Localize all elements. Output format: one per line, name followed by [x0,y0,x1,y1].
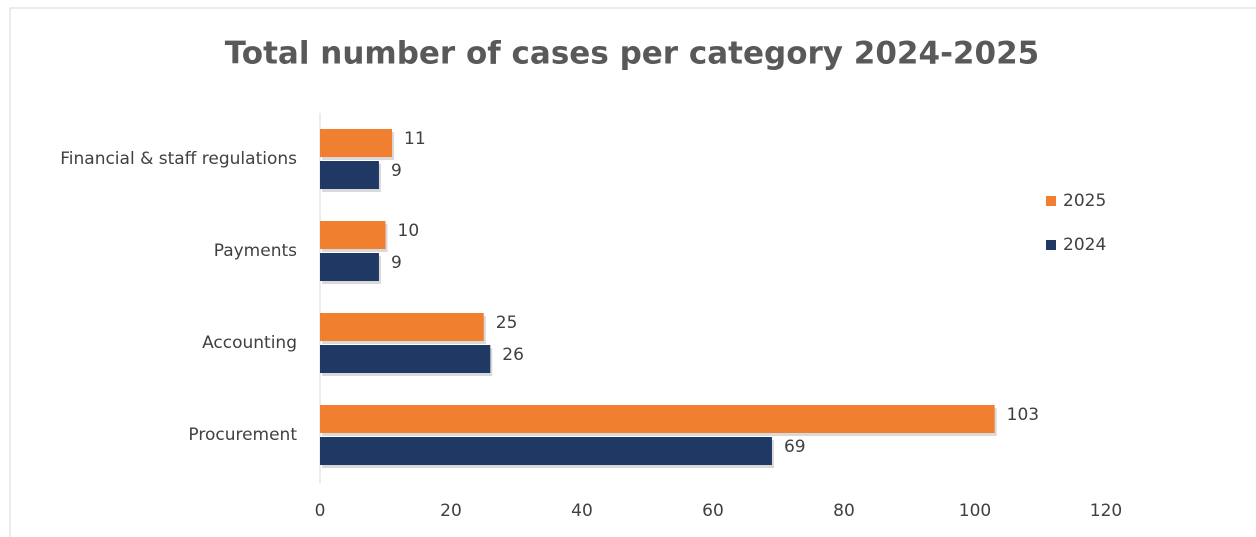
bar [320,345,491,373]
bar [320,405,995,433]
legend-label: 2024 [1063,235,1106,255]
data-label: 9 [391,253,402,273]
data-label: 11 [404,129,426,149]
x-tick-label: 0 [315,501,326,521]
y-tick-label: Payments [214,241,297,261]
chart-frame [9,7,1256,537]
data-label: 9 [391,161,402,181]
x-tick-label: 100 [959,501,991,521]
x-tick-label: 120 [1090,501,1122,521]
y-tick-label: Accounting [202,333,297,353]
legend-swatch [1046,240,1056,250]
bar [320,129,393,157]
bar [320,437,772,465]
chart-title: Total number of cases per category 2024-… [225,36,1039,72]
bar [320,253,379,281]
data-label: 69 [784,437,806,457]
data-label: 25 [496,313,518,333]
x-tick-label: 60 [702,501,724,521]
legend-swatch [1046,196,1056,206]
x-tick-label: 20 [440,501,462,521]
data-label: 26 [502,345,524,365]
y-tick-label: Procurement [188,425,297,445]
bar [320,221,386,249]
x-tick-label: 40 [571,501,593,521]
legend-label: 2025 [1063,191,1106,211]
bar [320,161,379,189]
data-label: 10 [398,221,420,241]
data-label: 103 [1007,405,1039,425]
x-tick-label: 80 [833,501,855,521]
y-tick-label: Financial & staff regulations [60,149,297,169]
bar [320,313,484,341]
